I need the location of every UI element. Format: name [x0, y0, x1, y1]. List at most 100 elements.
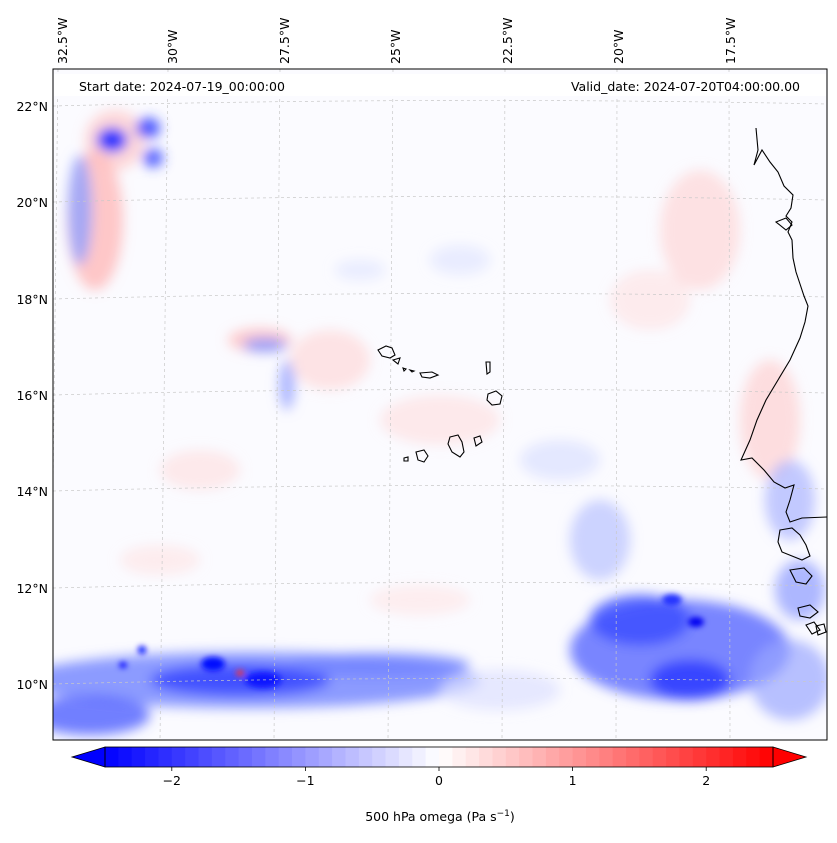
- island-sao-nicolau: [419, 371, 440, 379]
- island-santo-antao: [377, 345, 396, 359]
- island-santiago: [447, 434, 465, 458]
- lat-label: 12°N: [16, 581, 48, 596]
- colorbar-swatch: [719, 747, 734, 767]
- colorbar-tick-label: 1: [569, 773, 577, 788]
- colorbar-swatch: [251, 747, 266, 767]
- colorbar-swatch: [599, 747, 614, 767]
- parallel-line: [53, 485, 827, 492]
- colorbar-swatch: [666, 747, 681, 767]
- meridian-line: [387, 69, 394, 740]
- parallel-line: [53, 196, 827, 203]
- colorbar-tick-label: −2: [163, 773, 181, 788]
- colorbar-swatch: [305, 747, 320, 767]
- lon-label: 17.5°W: [723, 18, 738, 64]
- colorbar-swatch: [572, 747, 587, 767]
- colorbar-swatch: [652, 747, 667, 767]
- colorbar-swatch: [492, 747, 507, 767]
- colorbar-label: 500 hPa omega (Pa s−1): [365, 809, 515, 824]
- colorbar-swatch: [105, 747, 119, 767]
- colorbar-swatch: [292, 747, 306, 767]
- africa-coastline: [740, 127, 827, 523]
- colorbar-swatch: [692, 747, 707, 767]
- lat-label: 16°N: [16, 388, 48, 403]
- colorbar-swatch: [439, 747, 453, 767]
- colorbar-min-arrow: [70, 746, 106, 768]
- island-fogo: [415, 449, 429, 463]
- colorbar-swatch: [211, 747, 226, 767]
- parallel-line: [53, 100, 827, 107]
- colorbar-swatch: [746, 747, 761, 767]
- lat-label: 22°N: [16, 99, 48, 114]
- colorbar-tick-label: −1: [296, 773, 314, 788]
- itcz-band: [53, 595, 827, 735]
- colorbar-swatch: [626, 747, 640, 767]
- parallel-line: [53, 582, 827, 589]
- island-santa-luzia: [402, 367, 408, 373]
- coast-island: [815, 623, 827, 636]
- colorbar-swatch: [265, 747, 280, 767]
- colorbar-swatch: [318, 747, 333, 767]
- title-strip: [54, 74, 826, 96]
- colorbar-swatch: [585, 747, 600, 767]
- valid-date-label: Valid_date: 2024-07-20T04:00:00.00: [571, 79, 800, 94]
- parallel-line: [53, 678, 827, 685]
- meridian-line: [159, 69, 169, 740]
- lon-label: 20°W: [611, 29, 626, 64]
- colorbar-swatch: [452, 747, 467, 767]
- coast-island: [797, 604, 819, 619]
- colorbar-swatch: [612, 747, 627, 767]
- coast-island: [774, 217, 793, 231]
- meridian-line: [273, 69, 281, 740]
- colorbar-swatch: [545, 747, 560, 767]
- colorbar-ticks: −2 −1 0 1 2: [163, 767, 710, 788]
- colorbar-tick-label: 0: [435, 773, 443, 788]
- coastlines: [740, 127, 827, 636]
- colorbar-swatch: [639, 747, 654, 767]
- colorbar-swatch: [505, 747, 520, 767]
- lat-label: 20°N: [16, 195, 48, 210]
- colorbar-max-arrow: [772, 746, 808, 768]
- colorbar-swatch: [385, 747, 400, 767]
- colorbar-swatch: [145, 747, 160, 767]
- coast-segment: [777, 527, 811, 561]
- colorbar-swatch: [706, 747, 721, 767]
- island-sao-vicente: [391, 357, 401, 365]
- map-panel: Start date: 2024-07-19_00:00:00 Valid_da…: [52, 68, 828, 741]
- colorbar-swatch: [171, 747, 186, 767]
- colorbar-swatch: [158, 747, 173, 767]
- omega-field: [53, 110, 827, 735]
- meridian-line: [615, 69, 618, 740]
- colorbar-swatch: [131, 747, 146, 767]
- colorbar-swatch: [465, 747, 480, 767]
- colorbar-swatch: [398, 747, 413, 767]
- colorbar-swatch: [225, 747, 240, 767]
- colorbar-swatch: [238, 747, 253, 767]
- colorbar-tick-label: 2: [702, 773, 710, 788]
- parallel-line: [53, 389, 827, 396]
- colorbar-swatch: [185, 747, 200, 767]
- lon-label: 32.5°W: [55, 18, 70, 64]
- lat-label: 18°N: [16, 292, 48, 307]
- start-date-label: Start date: 2024-07-19_00:00:00: [79, 79, 285, 94]
- colorbar-swatches: [105, 747, 774, 767]
- colorbar-swatch: [345, 747, 360, 767]
- colorbar-swatch: [278, 747, 293, 767]
- colorbar-swatch: [732, 747, 747, 767]
- meridian-line: [501, 69, 506, 740]
- island-brava: [403, 456, 409, 462]
- cape-verde-islands: [377, 345, 503, 463]
- latitude-labels: 22°N 20°N 18°N 16°N 14°N 12°N 10°N: [16, 99, 48, 692]
- colorbar: −2 −1 0 1 2 500 hPa omega (Pa s−1): [70, 746, 808, 824]
- lon-label: 27.5°W: [277, 18, 292, 64]
- island-sal: [485, 361, 491, 375]
- colorbar-swatch: [412, 747, 427, 767]
- omega-patches: [67, 110, 825, 620]
- lat-label: 14°N: [16, 484, 48, 499]
- lat-label: 10°N: [16, 677, 48, 692]
- island-islet: [408, 368, 416, 373]
- colorbar-swatch: [519, 747, 534, 767]
- map-frame: [52, 68, 828, 741]
- colorbar-swatch: [332, 747, 347, 767]
- colorbar-swatch: [358, 747, 373, 767]
